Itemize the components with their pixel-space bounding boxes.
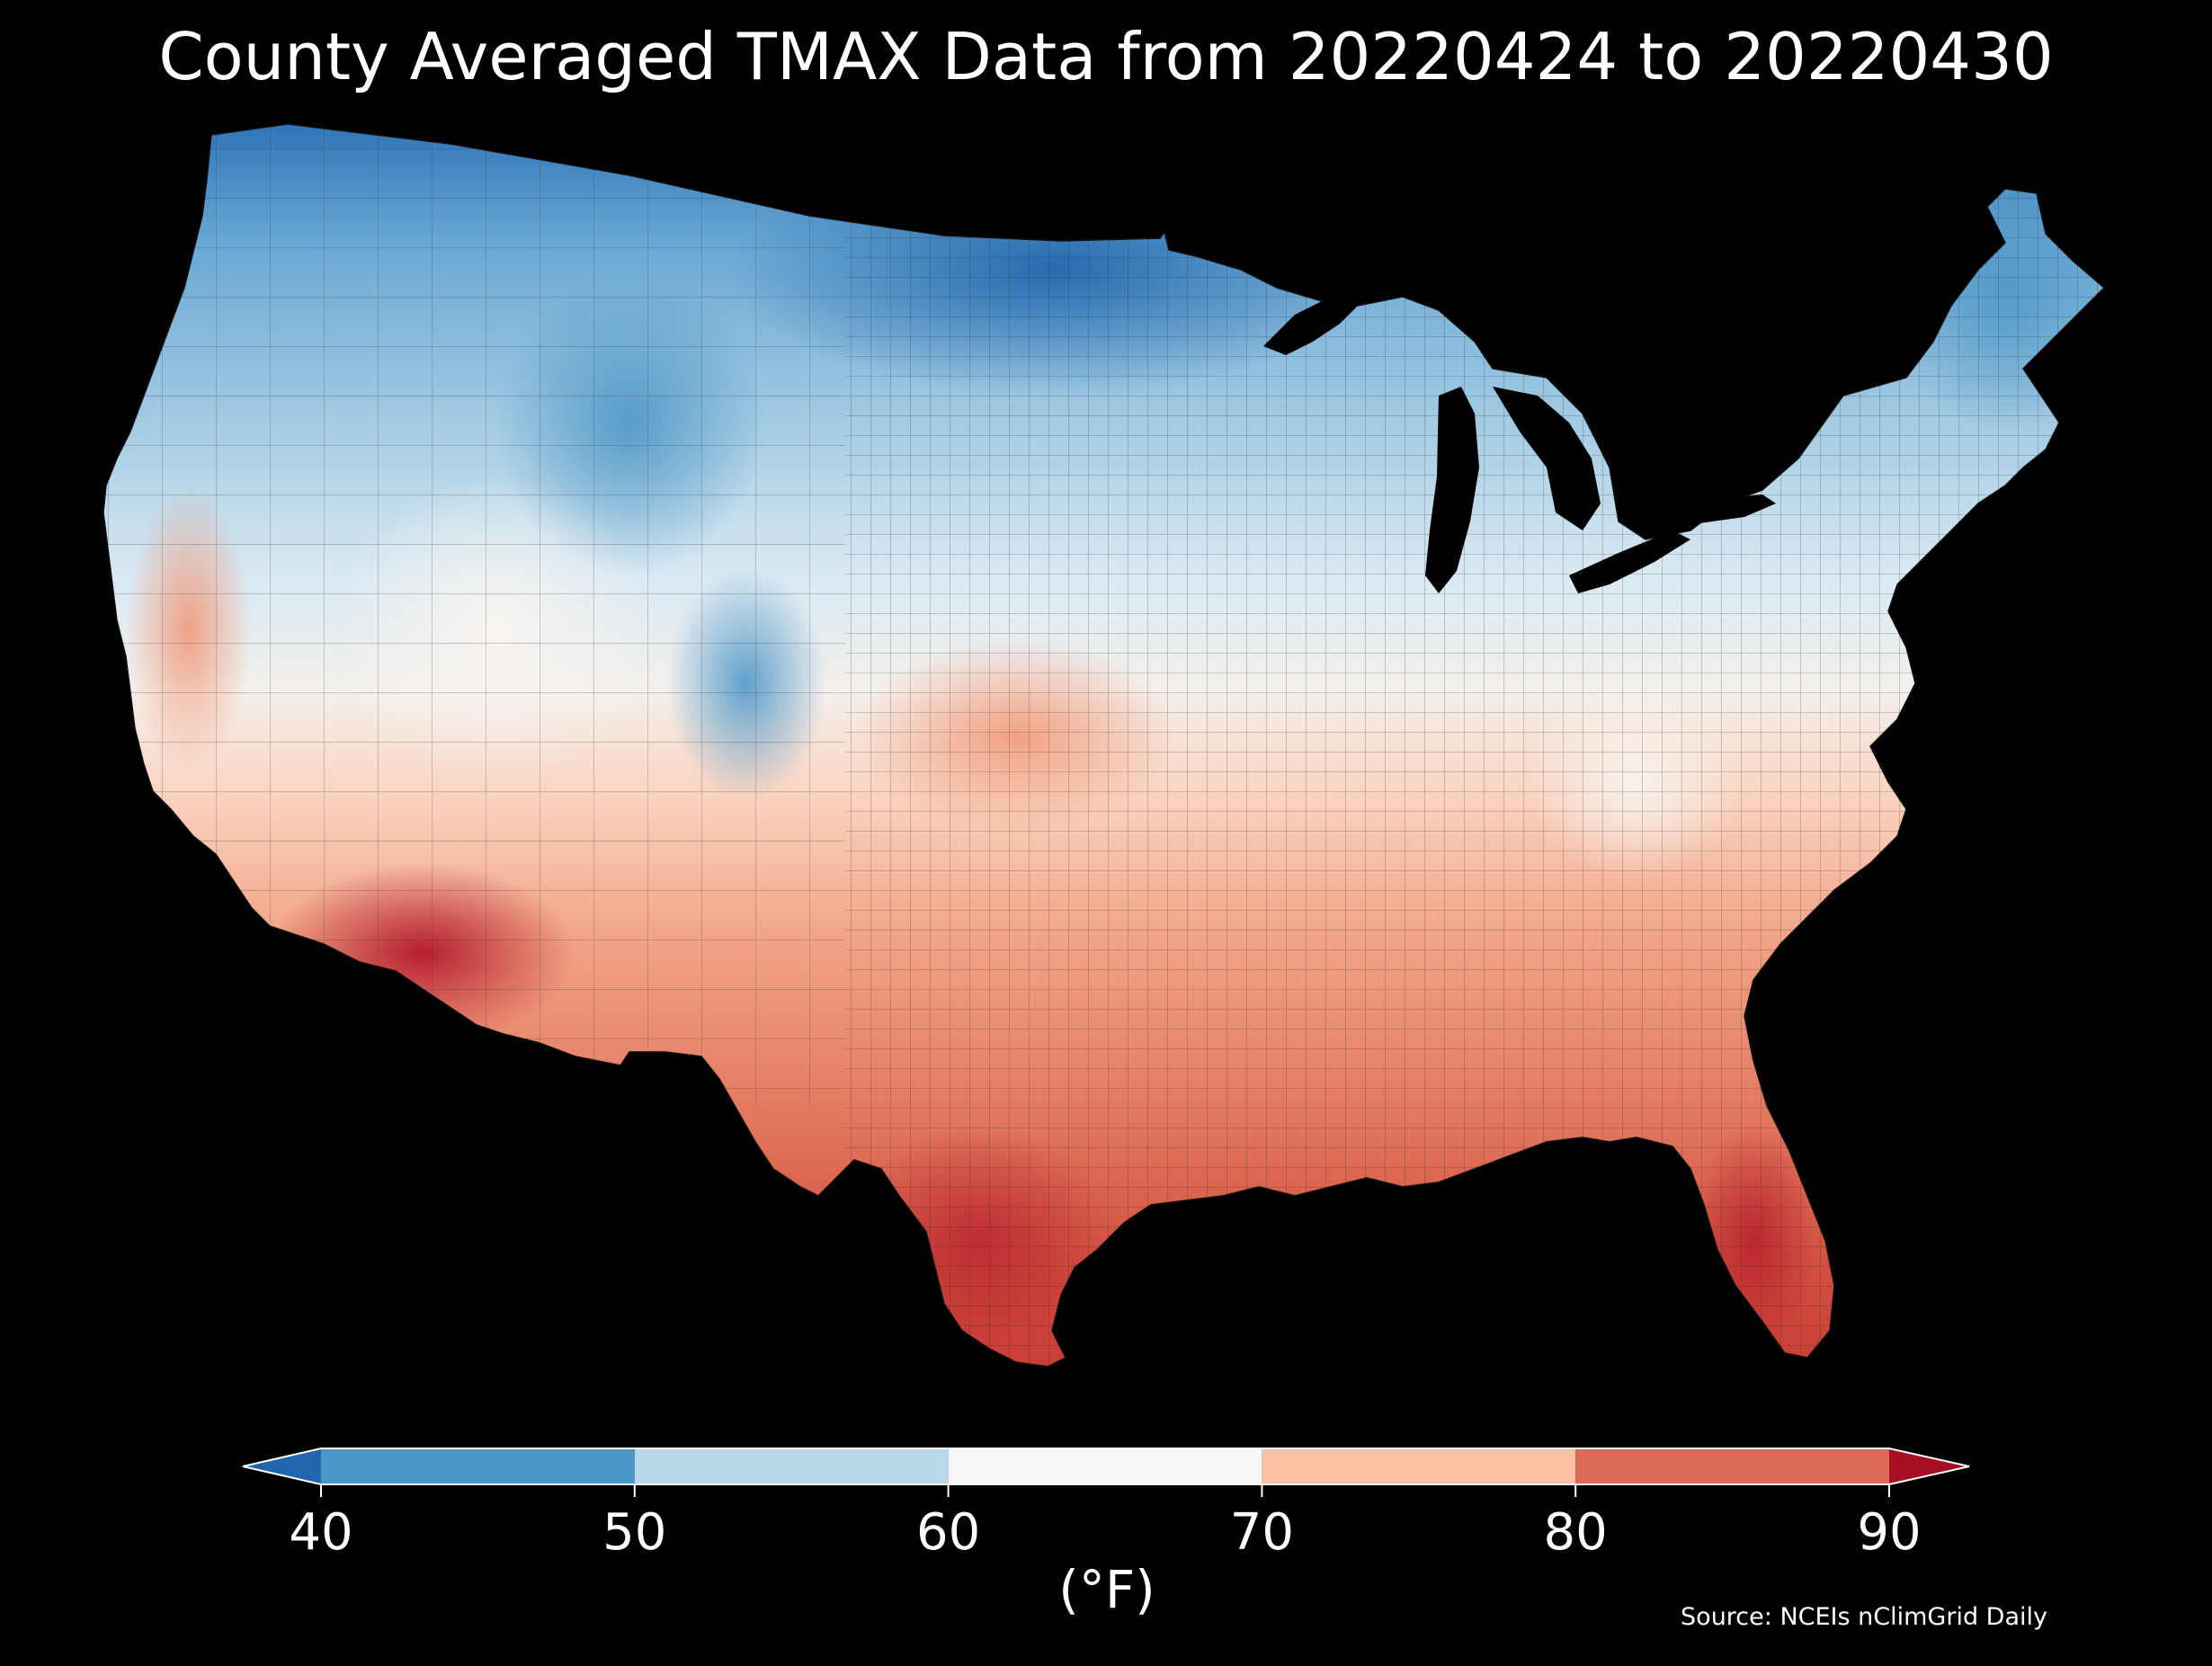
lake-superior [1263, 274, 1412, 355]
map-title: County Averaged TMAX Data from 20220424 … [158, 19, 2054, 94]
colorbar-bin-4 [1575, 1448, 1889, 1484]
source-note: Source: NCEIs nClimGrid Daily [1681, 1603, 2047, 1631]
colorbar [242, 1448, 1970, 1497]
lake-huron [1493, 387, 1601, 530]
conus-landmass [103, 124, 2104, 1367]
colorbar-over-arrow [1889, 1448, 1969, 1484]
colorbar-title: (°F) [1058, 1559, 1155, 1620]
colorbar-bin-2 [948, 1448, 1262, 1484]
colorbar-under-arrow [243, 1448, 321, 1484]
lake-michigan [1425, 387, 1479, 593]
colorbar-tick-label-0: 40 [289, 1503, 353, 1562]
lake-erie [1569, 530, 1690, 593]
colorbar-tick-label-5: 90 [1857, 1503, 1922, 1562]
colorbar-bin-0 [321, 1448, 635, 1484]
colorbar-tick-label-3: 70 [1229, 1503, 1295, 1562]
colorbar-tick-label-4: 80 [1543, 1503, 1608, 1562]
great-lakes [1263, 274, 1776, 593]
lake-ontario [1681, 494, 1776, 523]
colorbar-tick-label-1: 50 [602, 1503, 667, 1562]
colorbar-bin-3 [1262, 1448, 1576, 1484]
colorbar-tick-label-2: 60 [915, 1503, 981, 1562]
colorbar-bin-1 [634, 1448, 949, 1484]
